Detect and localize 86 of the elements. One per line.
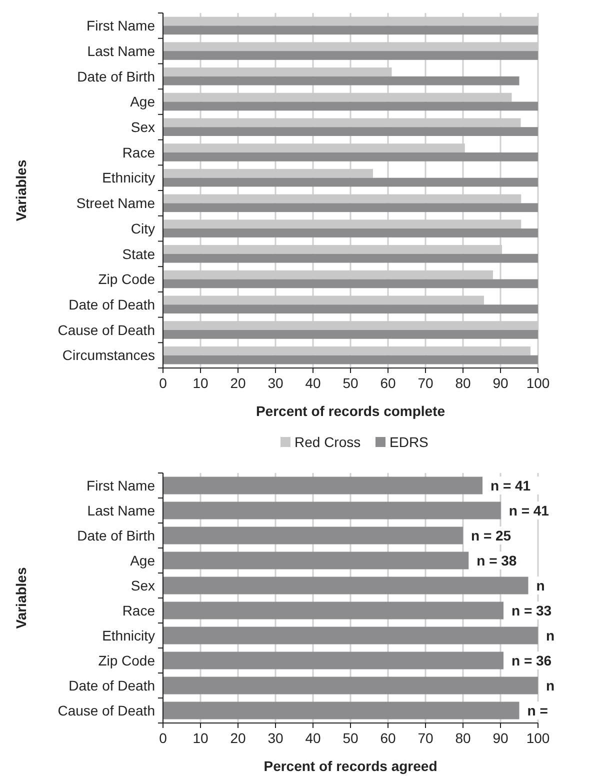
bar [163, 702, 520, 720]
bar [163, 304, 538, 314]
y-tick-label: State [122, 246, 156, 262]
annotation: n [536, 577, 545, 594]
y-tick-label: Ethnicity [102, 170, 155, 186]
x-tick-label: 80 [455, 375, 471, 391]
x-tick-label: 10 [192, 375, 208, 391]
y-axis-title: Variables [13, 160, 29, 222]
bar [163, 51, 538, 60]
bar [163, 102, 538, 111]
x-tick-label: 20 [230, 375, 246, 391]
y-tick-label: Date of Birth [77, 68, 155, 84]
x-tick-label: 60 [380, 730, 396, 746]
bar [163, 152, 538, 162]
y-tick-label: Last Name [87, 42, 156, 59]
legend-label: EDRS [390, 434, 428, 450]
y-tick-label: Race [122, 602, 156, 618]
y-tick-label: City [130, 220, 155, 236]
y-tick-label: Sex [130, 119, 155, 136]
x-tick-label: 70 [418, 730, 434, 746]
bar [163, 576, 528, 594]
x-tick-label: 90 [492, 730, 508, 746]
x-tick-label: 100 [526, 375, 550, 391]
y-tick-label: Date of Death [68, 296, 155, 313]
bar [163, 228, 538, 238]
bar [163, 178, 538, 187]
y-tick-label: Zip Code [98, 271, 156, 288]
x-tick-label: 70 [418, 375, 434, 391]
annotation: n = 25 [471, 527, 512, 544]
bar [163, 502, 501, 520]
y-tick-label: Ethnicity [102, 627, 155, 644]
bar [163, 602, 504, 620]
bar [163, 203, 538, 212]
x-tick-label: 60 [380, 375, 396, 391]
bar [163, 330, 538, 339]
x-tick-label: 100 [526, 730, 550, 746]
bar [163, 676, 538, 694]
x-tick-label: 20 [230, 730, 246, 746]
annotation: n = 41 [508, 502, 550, 518]
bar [163, 254, 538, 263]
y-tick-label: Cause of Death [58, 322, 155, 338]
annotation: n = 41 [490, 477, 531, 494]
annotation: n = 36 [512, 652, 552, 668]
y-tick-label: First Name [86, 18, 156, 34]
y-tick-label: Age [130, 94, 156, 110]
annotation: n = 38 [476, 552, 517, 568]
bar [163, 279, 538, 288]
x-tick-label: 40 [305, 730, 321, 746]
x-tick-label: 30 [268, 375, 284, 391]
bar [163, 626, 538, 644]
x-tick-label: 90 [492, 375, 508, 391]
x-tick-label: 50 [342, 730, 358, 746]
x-tick-label: 10 [192, 730, 208, 746]
bar [163, 552, 469, 570]
x-tick-label: 30 [268, 730, 284, 746]
annotation: n [546, 677, 555, 694]
y-axis-title: Variables [13, 567, 29, 629]
annotation: n = [527, 702, 548, 718]
y-tick-label: Age [130, 552, 156, 568]
y-tick-label: Date of Birth [77, 527, 155, 544]
annotation: n = 33 [512, 602, 552, 618]
bar [163, 127, 538, 136]
y-tick-label: Circumstances [62, 347, 155, 364]
bar [163, 652, 504, 670]
y-tick-label: First Name [86, 477, 156, 494]
y-tick-label: Zip Code [98, 652, 156, 668]
legend-label: Red Cross [294, 434, 361, 450]
y-tick-label: Last Name [87, 502, 156, 518]
x-axis-title: Percent of records complete [256, 403, 446, 419]
y-tick-label: Sex [130, 577, 155, 594]
x-tick-label: 80 [455, 730, 471, 746]
y-tick-label: Race [122, 144, 156, 160]
y-tick-label: Date of Death [68, 677, 155, 694]
bar [163, 76, 520, 86]
x-tick-label: 0 [159, 730, 168, 746]
y-tick-label: Cause of Death [58, 702, 155, 718]
x-tick-label: 50 [342, 375, 358, 391]
y-tick-label: Street Name [76, 195, 156, 212]
x-axis-title: Percent of records agreed [264, 758, 438, 774]
annotation: n [546, 627, 555, 644]
x-tick-label: 0 [159, 375, 168, 391]
bar [163, 355, 538, 364]
bar [163, 26, 538, 35]
x-tick-label: 40 [305, 375, 321, 391]
bar [163, 526, 463, 544]
bar [163, 476, 482, 494]
